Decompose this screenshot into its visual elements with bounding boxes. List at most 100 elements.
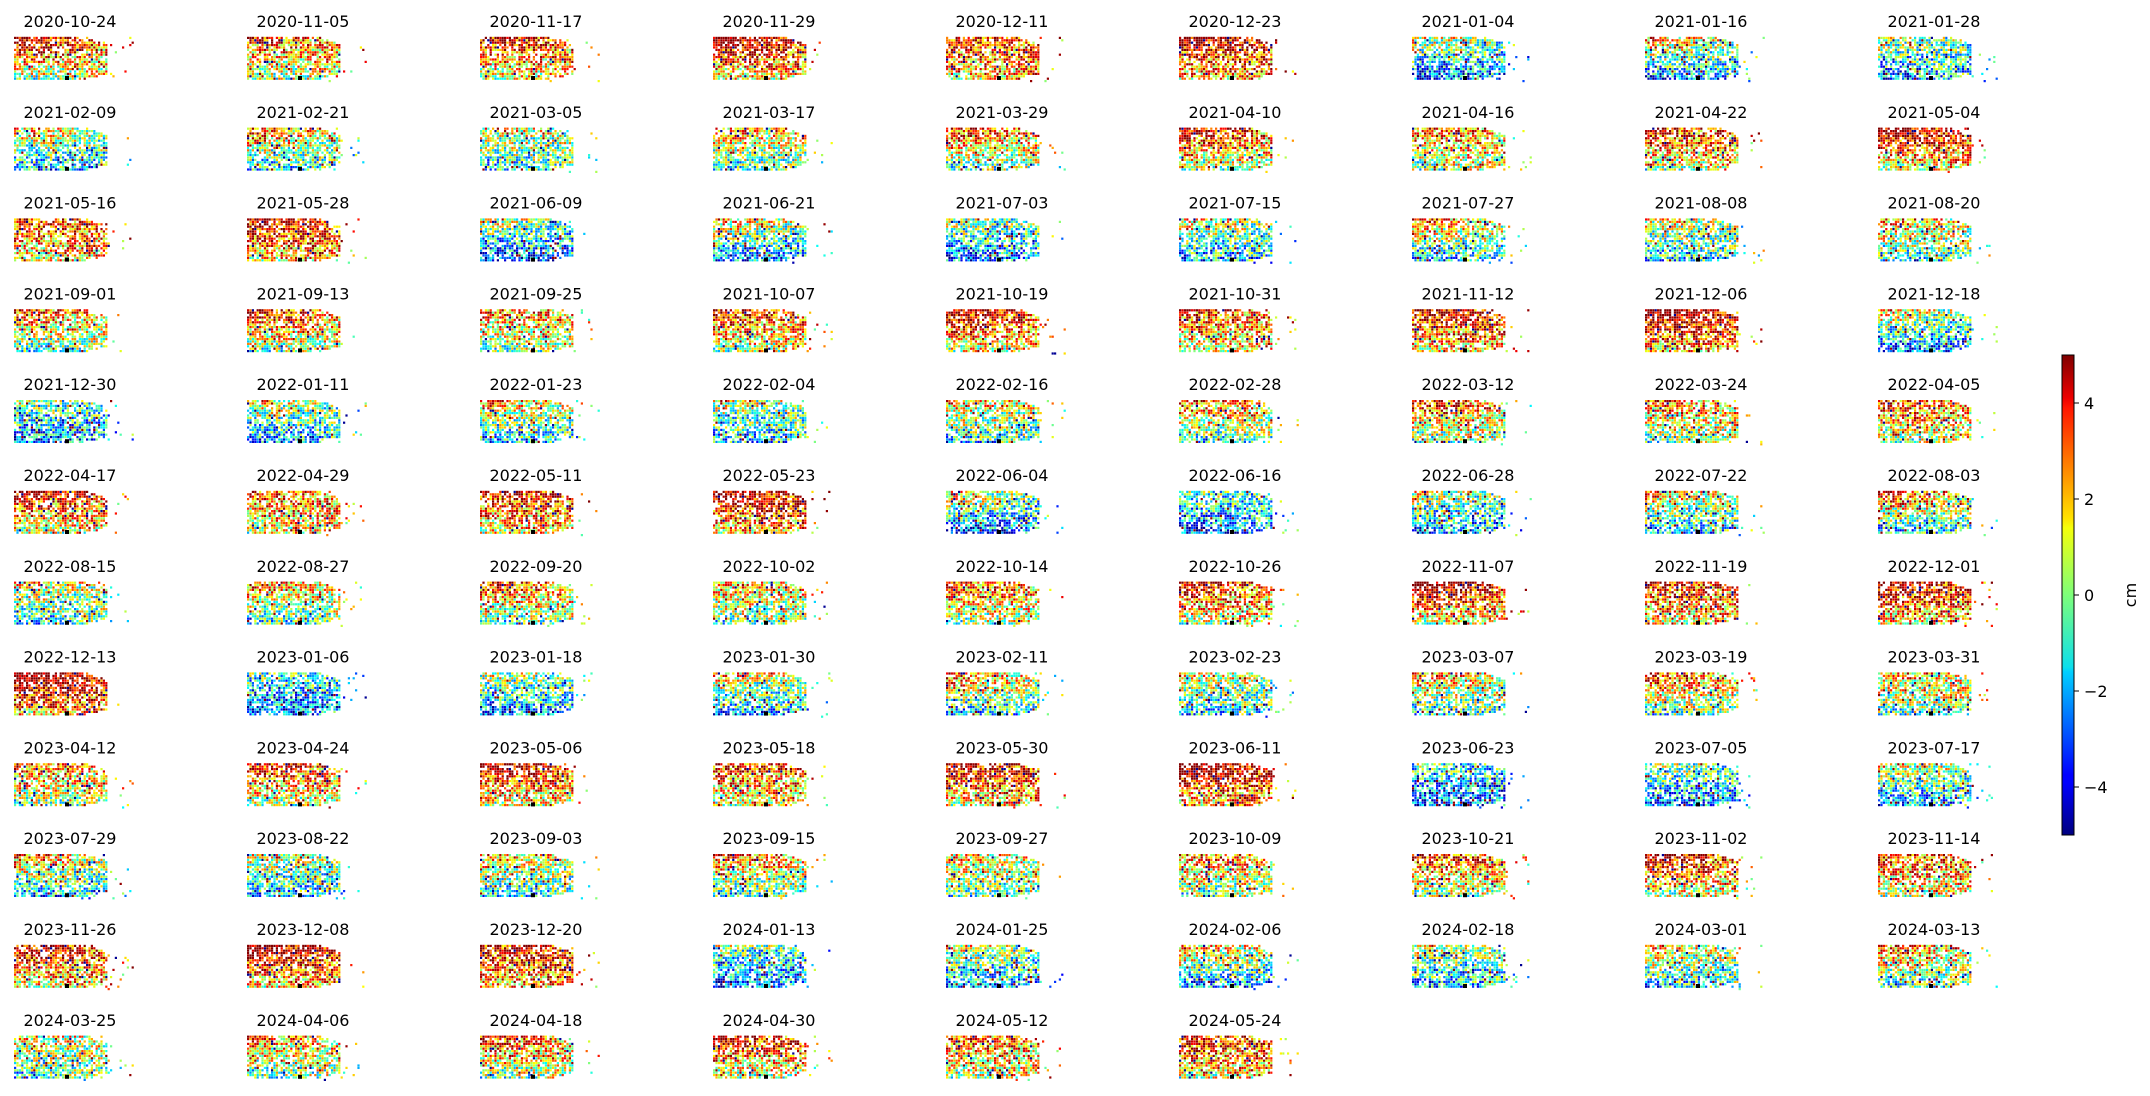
panel-title: 2022-08-27: [257, 557, 350, 576]
displacement-map: [1878, 582, 1998, 627]
reference-point: [298, 348, 302, 352]
reference-point: [1463, 348, 1467, 352]
displacement-map: [713, 309, 833, 352]
panel-2021-08-20: 2021-08-20: [1878, 194, 1991, 264]
panel-2022-04-05: 2022-04-05: [1878, 375, 1995, 443]
panel-2023-07-05: 2023-07-05: [1645, 738, 1750, 808]
panel-2021-06-09: 2021-06-09: [480, 194, 585, 262]
reference-point: [298, 621, 302, 625]
panel-2021-12-06: 2021-12-06: [1645, 284, 1762, 352]
reference-point: [1230, 76, 1234, 80]
panel-2022-03-12: 2022-03-12: [1412, 375, 1532, 445]
panel-title: 2022-08-15: [24, 557, 117, 576]
reference-point: [1230, 258, 1234, 262]
panel-2024-03-13: 2024-03-13: [1878, 920, 1998, 988]
displacement-map: [1412, 218, 1527, 263]
panel-2023-05-18: 2023-05-18: [713, 738, 828, 806]
reference-point: [531, 802, 535, 806]
displacement-map: [247, 218, 367, 263]
panel-2020-12-23: 2020-12-23: [1179, 12, 1296, 80]
reference-point: [997, 348, 1001, 352]
panel-2022-11-19: 2022-11-19: [1645, 557, 1758, 625]
panel-2022-10-02: 2022-10-02: [713, 557, 828, 625]
panel-2024-01-13: 2024-01-13: [713, 920, 830, 988]
panel-title: 2023-11-14: [1888, 829, 1981, 848]
reference-point: [65, 802, 69, 806]
displacement-map: [1645, 945, 1762, 990]
panel-2021-01-04: 2021-01-04: [1412, 12, 1529, 82]
panel-title: 2023-05-06: [490, 738, 583, 757]
reference-point: [1230, 621, 1234, 625]
displacement-map: [1878, 128, 1986, 173]
panel-2020-12-11: 2020-12-11: [946, 12, 1063, 82]
panel-title: 2021-03-05: [490, 103, 583, 122]
panel-title: 2023-04-24: [257, 738, 350, 757]
panel-title: 2022-11-07: [1422, 557, 1515, 576]
panel-title: 2020-10-24: [24, 12, 117, 31]
displacement-map: [946, 854, 1061, 899]
panel-2023-03-07: 2023-03-07: [1412, 648, 1529, 716]
panel-title: 2021-03-17: [723, 103, 816, 122]
panel-title: 2023-06-23: [1422, 738, 1515, 757]
panel-2023-02-23: 2023-02-23: [1179, 648, 1294, 718]
reference-point: [1463, 984, 1467, 988]
panel-title: 2022-10-02: [723, 557, 816, 576]
reference-point: [531, 167, 535, 171]
panel-title: 2022-04-29: [257, 466, 350, 485]
reference-point: [1463, 258, 1467, 262]
reference-point: [1696, 802, 1700, 806]
panel-2023-09-03: 2023-09-03: [480, 829, 600, 899]
displacement-map: [1179, 400, 1299, 443]
panel-2021-12-18: 2021-12-18: [1878, 284, 1998, 352]
reference-point: [298, 258, 302, 262]
reference-point: [997, 621, 1001, 625]
panel-title: 2022-08-03: [1888, 466, 1981, 485]
panel-title: 2024-01-25: [956, 920, 1049, 939]
displacement-map: [247, 763, 367, 808]
reference-point: [1929, 712, 1933, 716]
reference-point: [1696, 530, 1700, 534]
panel-2022-07-22: 2022-07-22: [1645, 466, 1765, 536]
displacement-map: [1878, 37, 1998, 82]
reference-point: [298, 984, 302, 988]
panel-2023-11-14: 2023-11-14: [1878, 829, 1993, 897]
reference-point: [997, 984, 1001, 988]
displacement-map: [713, 491, 830, 534]
reference-point: [764, 348, 768, 352]
displacement-map: [946, 309, 1066, 354]
panel-title: 2022-02-28: [1189, 375, 1282, 394]
panel-2021-12-30: 2021-12-30: [14, 375, 134, 443]
panel-title: 2021-12-06: [1655, 284, 1748, 303]
displacement-map: [946, 37, 1063, 82]
reference-point: [1463, 712, 1467, 716]
panel-2021-02-09: 2021-02-09: [14, 103, 131, 171]
reference-point: [65, 984, 69, 988]
displacement-map: [1412, 582, 1529, 625]
reference-point: [1696, 348, 1700, 352]
reference-point: [1463, 530, 1467, 534]
panel-title: 2022-07-22: [1655, 466, 1748, 485]
panel-2021-09-13: 2021-09-13: [247, 284, 355, 352]
panel-title: 2024-01-13: [723, 920, 816, 939]
reference-point: [298, 530, 302, 534]
displacement-map: [1179, 763, 1296, 806]
panel-title: 2021-10-07: [723, 284, 816, 303]
panel-2020-11-29: 2020-11-29: [713, 12, 821, 80]
panel-title: 2023-09-27: [956, 829, 1049, 848]
panel-2021-10-07: 2021-10-07: [713, 284, 833, 352]
displacement-map: [14, 400, 134, 443]
reference-point: [764, 893, 768, 897]
panel-2020-11-17: 2020-11-17: [480, 12, 600, 82]
displacement-map: [480, 400, 600, 443]
displacement-map: [247, 128, 364, 171]
reference-point: [764, 439, 768, 443]
displacement-map: [1179, 218, 1296, 263]
reference-point: [531, 348, 535, 352]
panel-2022-02-16: 2022-02-16: [946, 375, 1066, 443]
panel-title: 2022-04-05: [1888, 375, 1981, 394]
panel-title: 2022-12-13: [24, 648, 117, 667]
panel-title: 2023-11-26: [24, 920, 117, 939]
reference-point: [764, 1075, 768, 1079]
panel-2022-12-01: 2022-12-01: [1878, 557, 1998, 627]
displacement-map: [1878, 400, 1995, 443]
